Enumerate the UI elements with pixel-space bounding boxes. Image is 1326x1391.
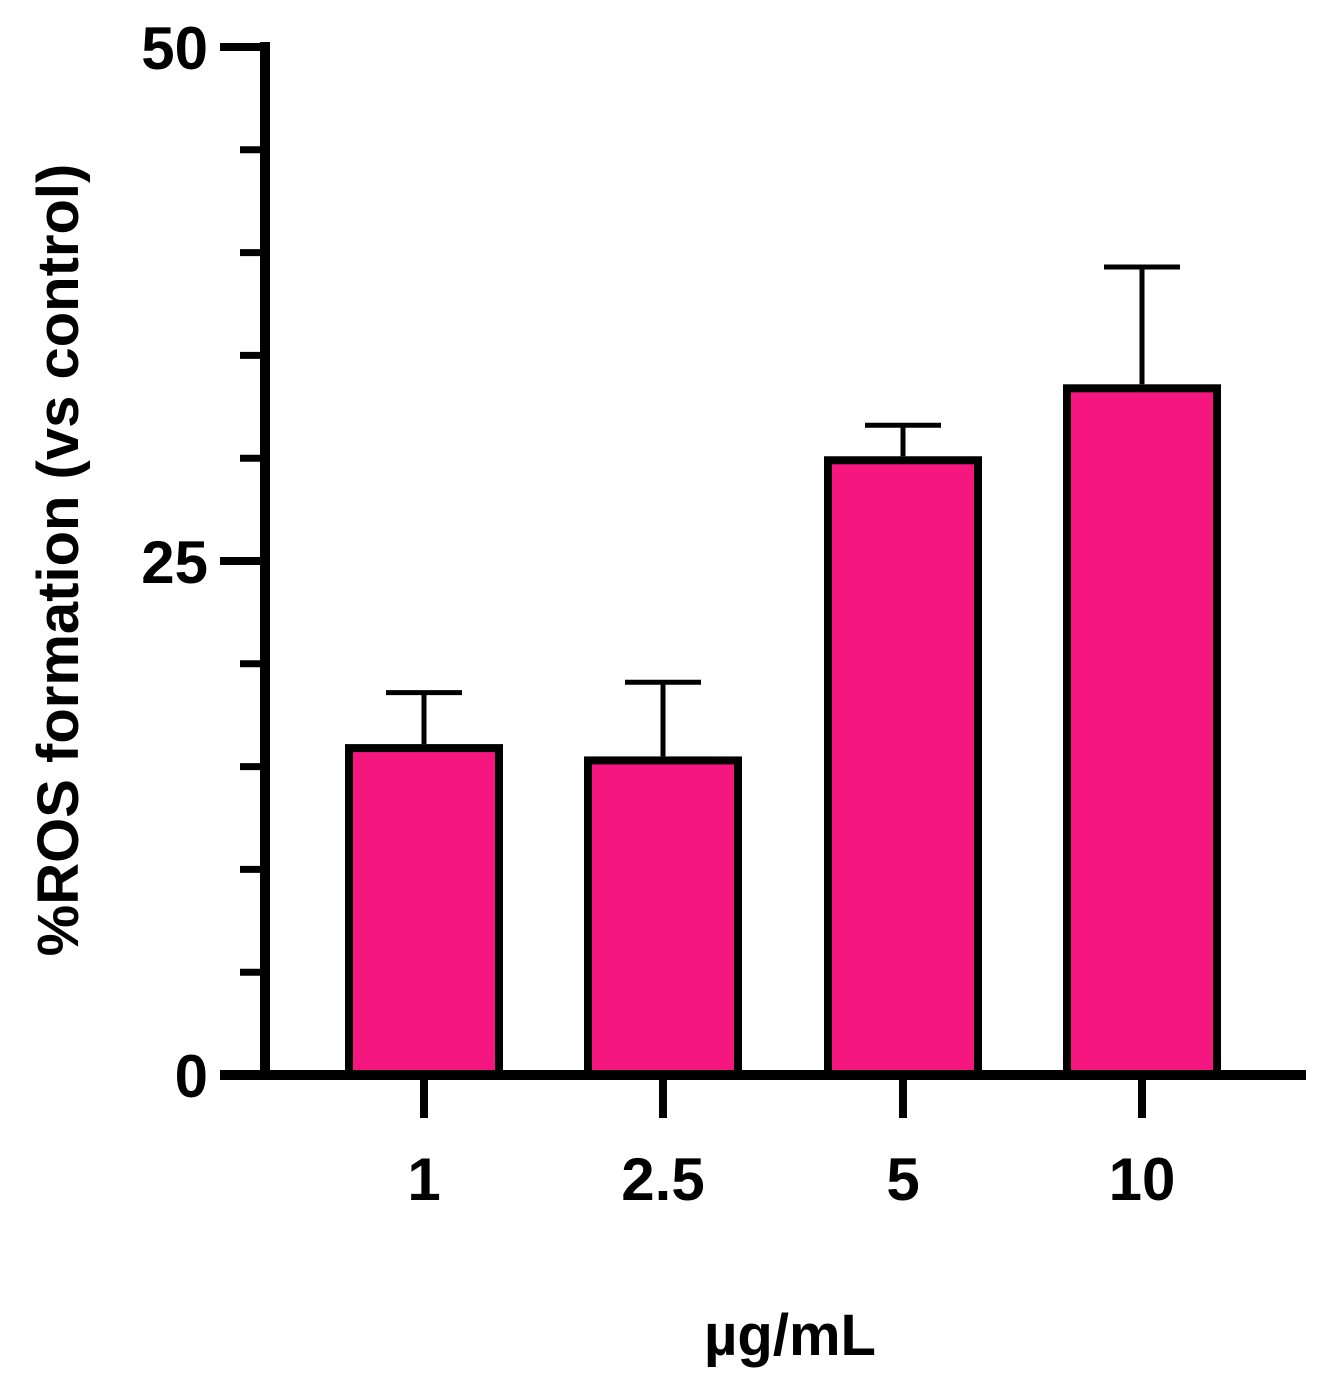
bar-10 [1063, 384, 1221, 1079]
x-tick-label: 5 [886, 1146, 919, 1213]
y-tick-label: 0 [175, 1043, 208, 1110]
bar-2.5 [584, 756, 742, 1079]
x-tick-label: 1 [407, 1146, 440, 1213]
y-tick-label: 50 [141, 15, 208, 82]
y-tick-label: 25 [141, 529, 208, 596]
bar-1 [345, 744, 503, 1079]
error-bars-layer [386, 264, 1180, 757]
x-tick-label: 10 [1109, 1146, 1176, 1213]
x-axis-title: µg/mL [704, 1303, 876, 1368]
ticks-layer: 0 25 50 1 2.5 5 10 [141, 15, 1175, 1213]
y-axis-title: %ROS formation (vs control) [26, 164, 91, 957]
bars-layer [345, 384, 1221, 1080]
bar-5 [824, 456, 982, 1080]
x-tick-label: 2.5 [621, 1146, 704, 1213]
